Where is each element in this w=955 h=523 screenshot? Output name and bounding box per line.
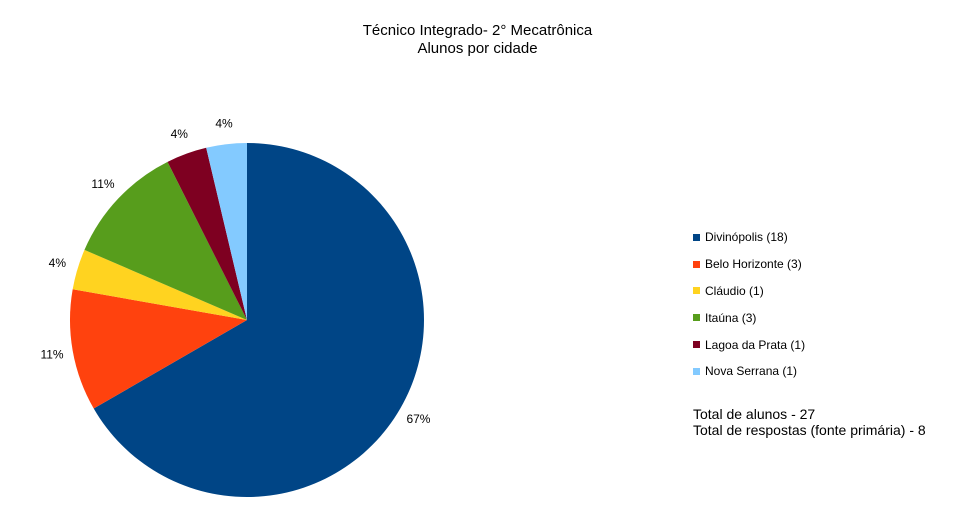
pie-slice-3	[72, 249, 247, 320]
legend-label: Divinópolis (18)	[705, 230, 788, 245]
legend-swatch	[693, 287, 700, 295]
pie-slice-2	[69, 289, 247, 409]
legend-label: Cláudio (1)	[705, 283, 764, 298]
legend-swatch	[693, 341, 700, 349]
slice-data-label: 11%	[40, 347, 63, 361]
chart-subtitle: Alunos por cidade	[417, 40, 538, 57]
legend-swatch	[693, 367, 700, 375]
legend-item: Nova Serrana (1)	[693, 358, 805, 385]
slice-data-label: 4%	[215, 116, 233, 130]
legend-label: Lagoa da Prata (1)	[705, 337, 806, 352]
pie-slice-6	[206, 143, 247, 320]
slice-data-label: 4%	[49, 256, 67, 270]
chart-title: Técnico Integrado- 2° Mecatrônica	[362, 22, 593, 39]
legend-item: Itaúna (3)	[693, 304, 805, 331]
legend-label: Nova Serrana (1)	[705, 364, 798, 379]
notes-box: Total de alunos - 27 Total de respostas …	[693, 406, 926, 438]
legend-item: Cláudio (1)	[693, 278, 805, 305]
legend-item: Divinópolis (18)	[693, 224, 805, 251]
chart-legend: Divinópolis (18) Belo Horizonte (3) Cláudi…	[693, 224, 805, 385]
legend-item: Belo Horizonte (3)	[693, 251, 805, 278]
legend-swatch	[693, 314, 700, 322]
legend-swatch	[693, 260, 700, 268]
legend-label: Itaúna (3)	[705, 310, 757, 325]
total-students-note: Total de alunos - 27	[693, 406, 816, 422]
total-responses-note: Total de respostas (fonte primária) - 8	[693, 422, 926, 438]
pie-slice-1	[93, 143, 424, 497]
pie-slice-4	[84, 161, 248, 320]
slice-data-label: 11%	[91, 177, 114, 191]
legend-label: Belo Horizonte (3)	[705, 257, 802, 272]
slice-data-label: 4%	[171, 127, 189, 141]
legend-swatch	[693, 233, 700, 241]
legend-item: Lagoa da Prata (1)	[693, 331, 805, 358]
pie-slice-5	[167, 147, 247, 320]
slice-data-label: 67%	[406, 412, 430, 426]
